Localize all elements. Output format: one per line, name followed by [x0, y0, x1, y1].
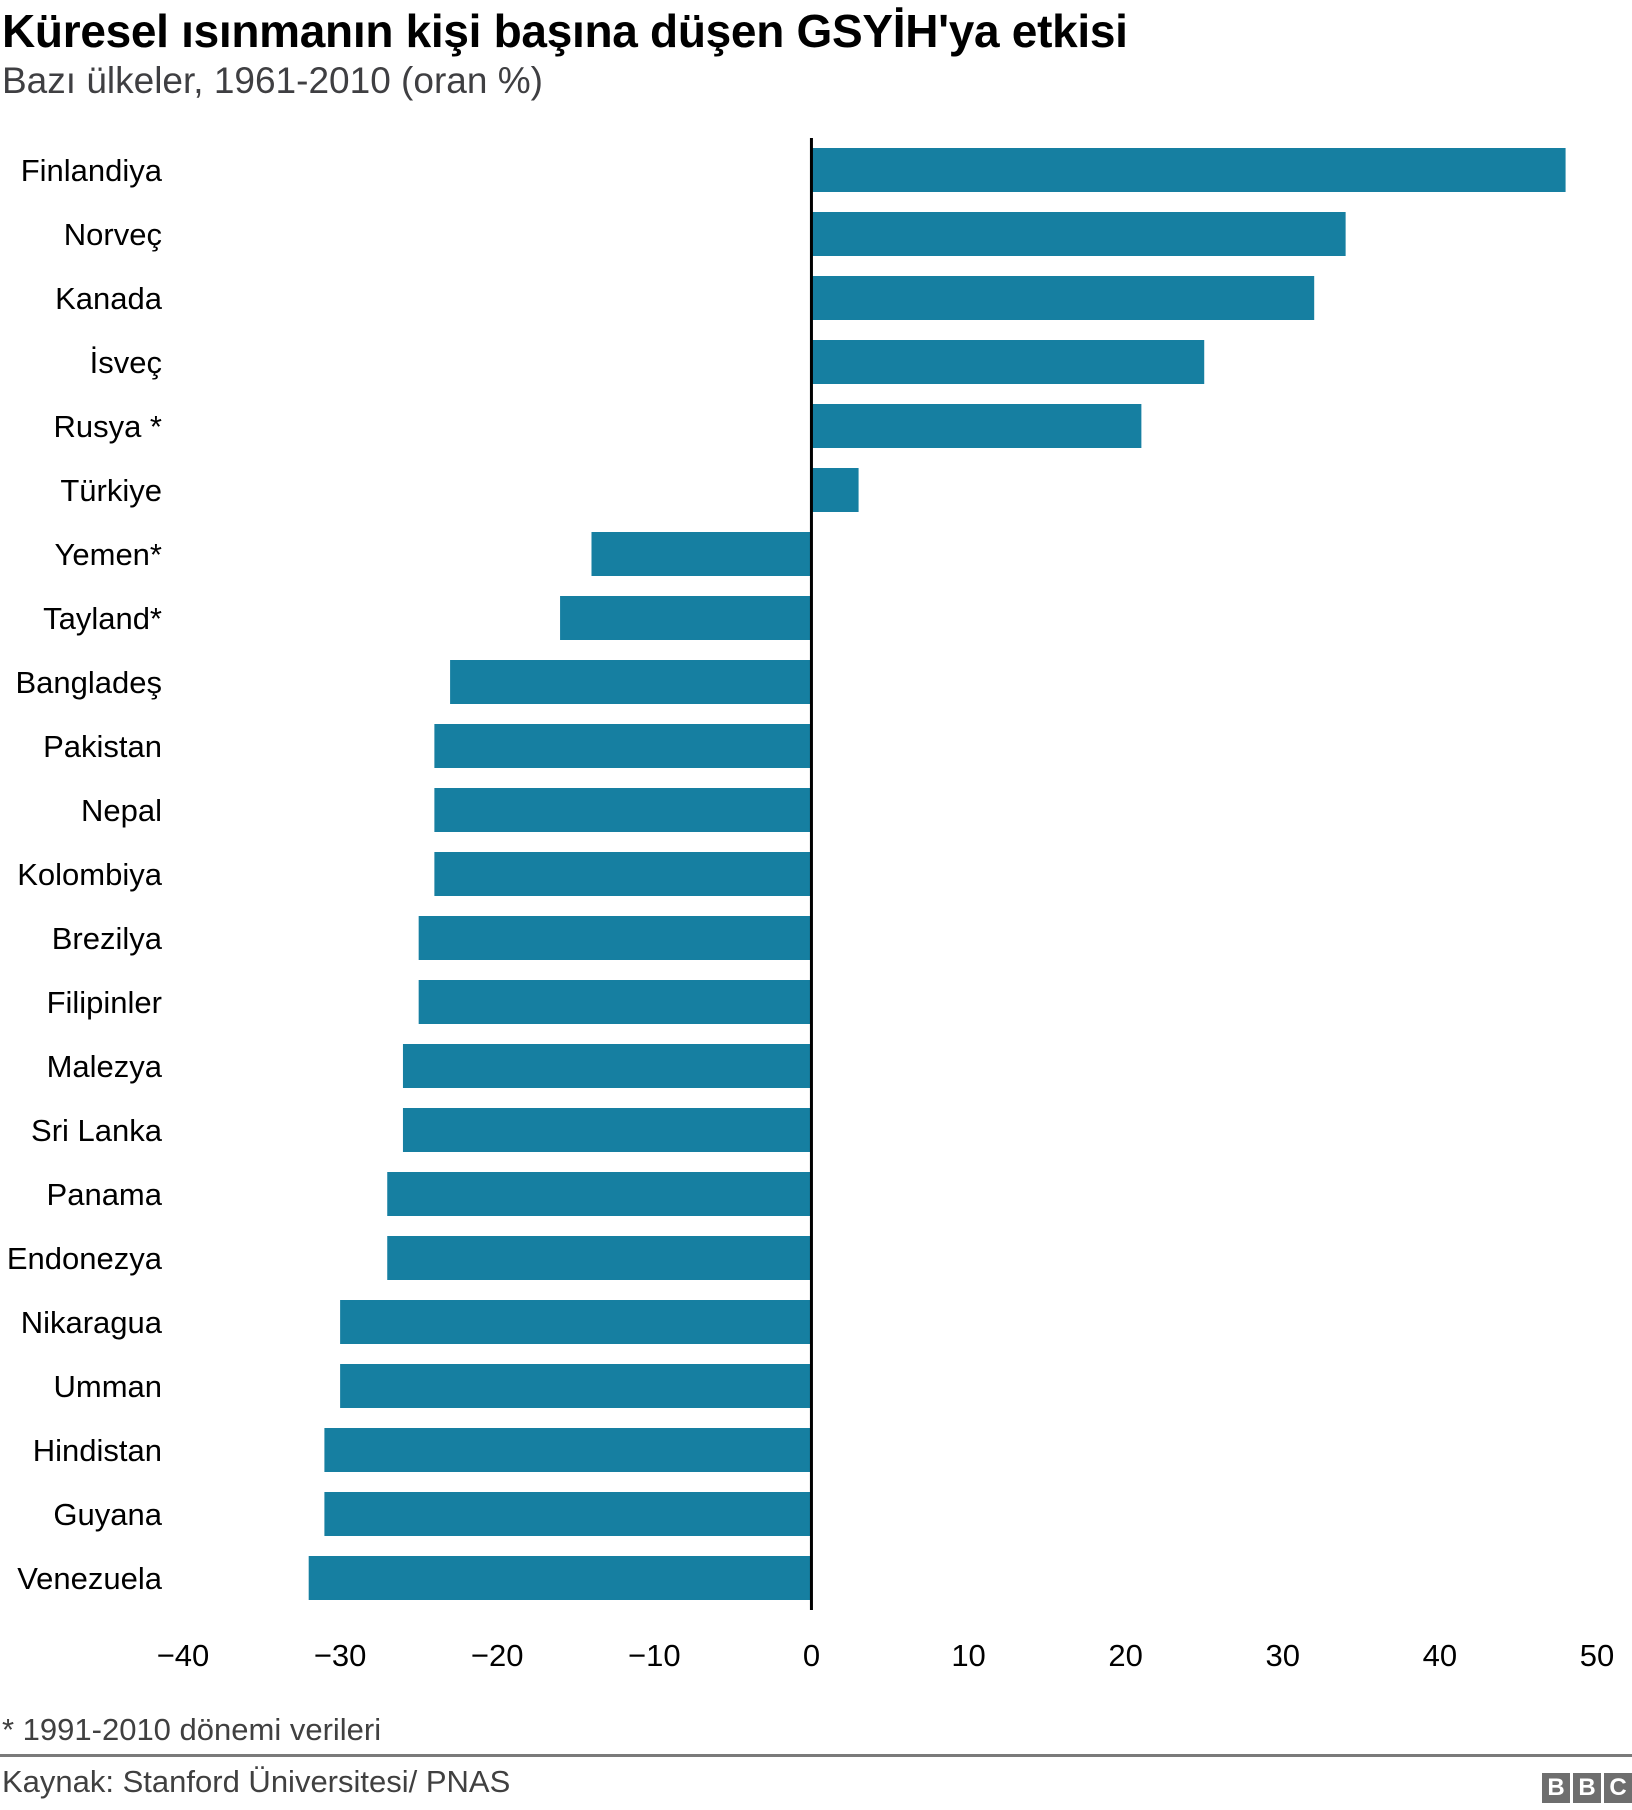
source-note: Kaynak: Stanford Üniversitesi/ PNAS: [2, 1764, 511, 1799]
bar-norveç: [811, 212, 1346, 256]
bbc-logo: B B C: [1542, 1773, 1632, 1803]
category-label: Guyana: [53, 1497, 162, 1532]
bar-i̇sveç: [811, 340, 1205, 384]
bbc-logo-letter: C: [1604, 1773, 1632, 1803]
x-tick-label: 50: [1580, 1638, 1614, 1673]
bar-türkiye: [811, 468, 859, 512]
bar-nepal: [434, 788, 812, 832]
footer-divider: [0, 1754, 1632, 1757]
category-label: Kanada: [55, 281, 163, 316]
bar-filipinler: [418, 980, 812, 1024]
category-label: Bangladeş: [15, 665, 162, 700]
bar-kanada: [811, 276, 1315, 320]
bar-sri-lanka: [402, 1108, 812, 1152]
bar-rusya: [811, 404, 1142, 448]
bar-brezilya: [418, 916, 812, 960]
category-labels: Finlandiya Norveç Kanada İsveç Rusya * Türkiy…: [7, 153, 163, 1596]
bbc-logo-letter: B: [1542, 1773, 1570, 1803]
category-label: Yemen*: [55, 537, 162, 572]
category-label: Filipinler: [47, 985, 162, 1020]
category-label: Türkiye: [60, 473, 162, 508]
category-label: Panama: [47, 1177, 163, 1212]
bar-finlandiya: [811, 148, 1566, 192]
category-label: Malezya: [47, 1049, 163, 1084]
x-tick-label: 20: [1108, 1638, 1142, 1673]
category-label: Tayland*: [43, 601, 162, 636]
x-tick-label: −40: [157, 1638, 210, 1673]
bar-yemen: [591, 532, 812, 576]
footnote: * 1991-2010 dönemi verileri: [2, 1712, 382, 1747]
bar-panama: [387, 1172, 812, 1216]
bar-chart: Finlandiya Norveç Kanada İsveç Rusya * Türkiy…: [7, 138, 1615, 1673]
category-label: Nikaragua: [21, 1305, 163, 1340]
bar-malezya: [402, 1044, 812, 1088]
bar-endonezya: [387, 1236, 812, 1280]
chart-subtitle: Bazı ülkeler, 1961-2010 (oran %): [2, 60, 543, 101]
category-label: Finlandiya: [21, 153, 163, 188]
x-tick-label: 10: [951, 1638, 985, 1673]
chart-title: Küresel ısınmanın kişi başına düşen GSYİ…: [2, 5, 1128, 57]
bar-tayland: [560, 596, 812, 640]
category-label: Nepal: [81, 793, 162, 828]
bar-guyana: [324, 1492, 812, 1536]
bar-bangladeş: [450, 660, 812, 704]
bar-nikaragua: [340, 1300, 812, 1344]
bar-umman: [340, 1364, 812, 1408]
bars-group: [308, 148, 1566, 1600]
category-label: Venezuela: [17, 1561, 163, 1596]
category-label: Norveç: [64, 217, 162, 252]
bbc-logo-letter: B: [1573, 1773, 1601, 1803]
category-label: Sri Lanka: [31, 1113, 163, 1148]
x-axis-ticks: −40 −30 −20 −10 0 10 20 30 40 50: [157, 1638, 1615, 1673]
bar-pakistan: [434, 724, 812, 768]
category-label: İsveç: [90, 345, 162, 380]
x-tick-label: 30: [1266, 1638, 1300, 1673]
bar-kolombiya: [434, 852, 812, 896]
x-tick-label: −10: [628, 1638, 681, 1673]
x-tick-label: −30: [314, 1638, 367, 1673]
category-label: Brezilya: [52, 921, 163, 956]
x-tick-label: −20: [471, 1638, 524, 1673]
category-label: Pakistan: [43, 729, 162, 764]
category-label: Umman: [53, 1369, 162, 1404]
category-label: Hindistan: [33, 1433, 162, 1468]
category-label: Kolombiya: [17, 857, 162, 892]
x-tick-label: 0: [803, 1638, 820, 1673]
bar-hindistan: [324, 1428, 812, 1472]
bar-venezuela: [308, 1556, 812, 1600]
x-tick-label: 40: [1423, 1638, 1457, 1673]
category-label: Rusya *: [53, 409, 162, 444]
category-label: Endonezya: [7, 1241, 163, 1276]
